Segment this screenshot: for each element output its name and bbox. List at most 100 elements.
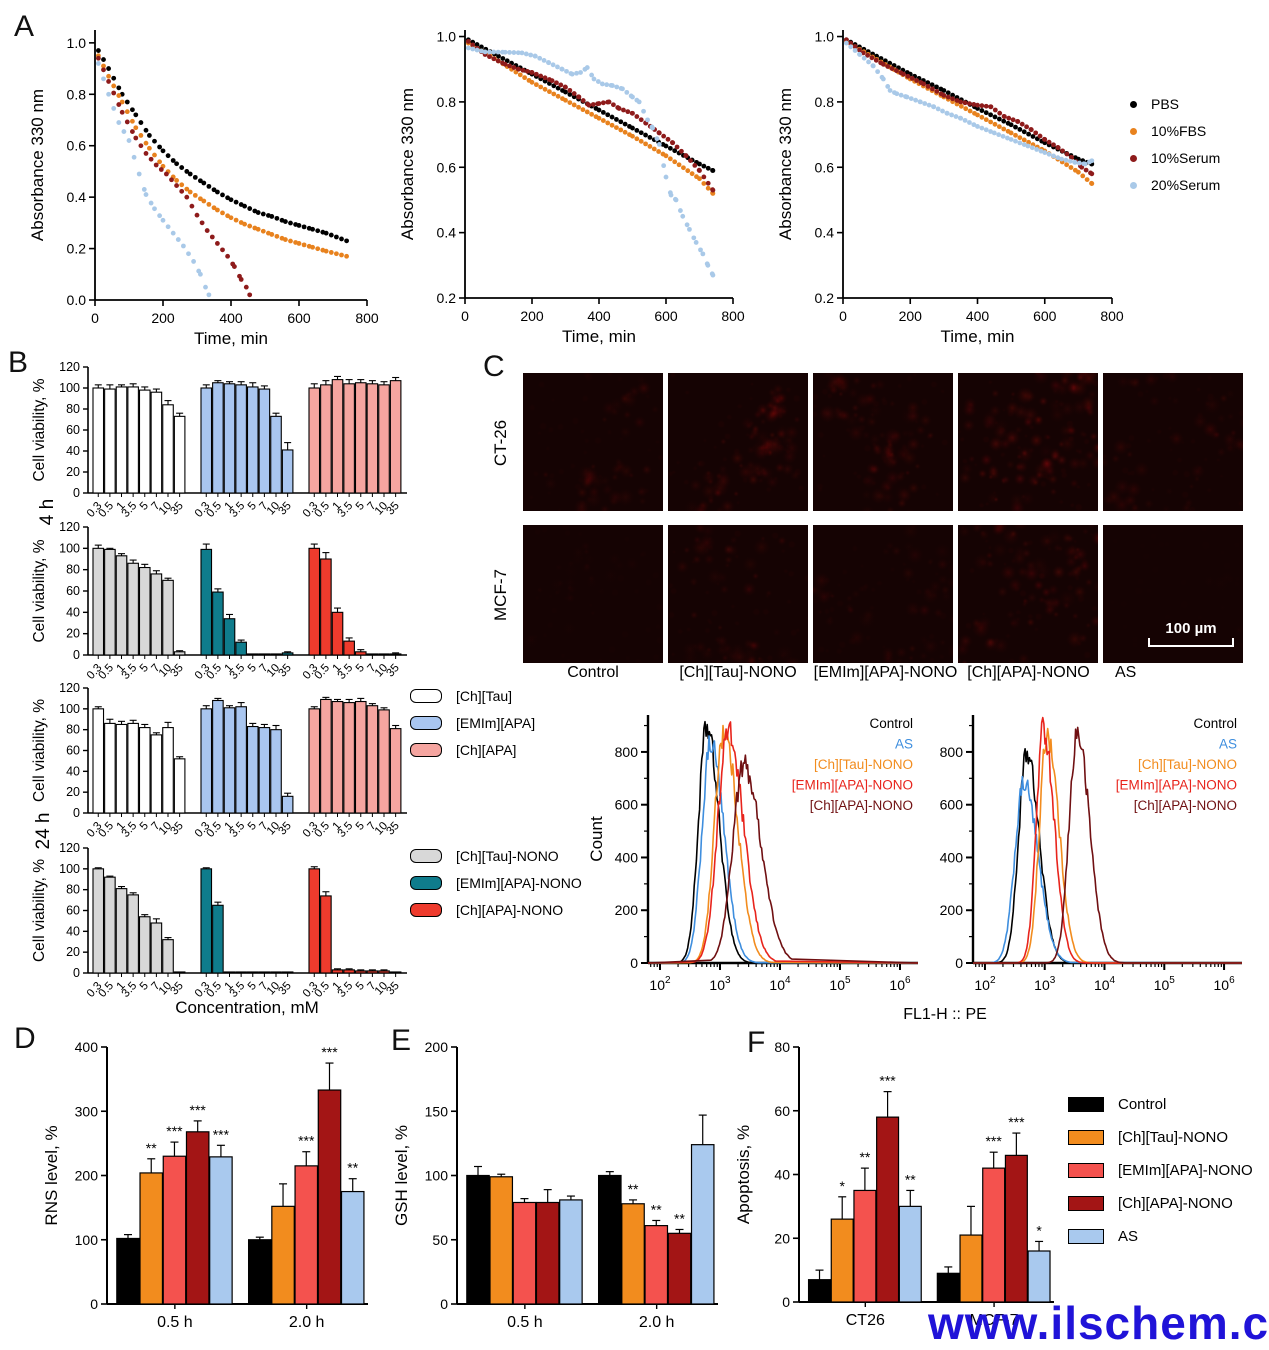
svg-text:***: *** (213, 1126, 230, 1142)
legend-label: [Ch][APA]-NONO (1118, 1195, 1233, 1212)
panel-b-label: B (8, 346, 29, 379)
svg-text:***: *** (879, 1073, 896, 1089)
svg-text:100: 100 (59, 702, 80, 716)
chart-svg: 0 200 400 600 800 102 103 104 105 106 Count Control… (588, 715, 919, 993)
svg-text:102: 102 (649, 975, 671, 993)
condition-ch-apa-nono-label: [Ch][APA]-NONO (967, 664, 1090, 681)
panel-d-label: D (14, 1022, 36, 1055)
legend-label: Control (1118, 1096, 1167, 1113)
svg-text:60: 60 (66, 744, 80, 758)
condition-as-label: AS (1115, 664, 1137, 681)
svg-text:0: 0 (73, 806, 80, 820)
svg-text:0.8: 0.8 (67, 86, 87, 102)
svg-text:60: 60 (66, 904, 80, 918)
panel-c-label: C (483, 350, 505, 383)
chart-svg: 0.2 0.4 0.6 0.8 1.0 0 200 400 600 800 Absorbance 3… (776, 29, 1124, 346)
svg-text:0: 0 (782, 1294, 790, 1310)
svg-text:104: 104 (769, 975, 791, 993)
svg-text:200: 200 (425, 1039, 449, 1055)
svg-text:Absorbance 330 nm: Absorbance 330 nm (398, 88, 417, 240)
svg-text:200: 200 (75, 1168, 99, 1184)
legend-swatch (1068, 1130, 1104, 1145)
svg-text:0.5 h: 0.5 h (157, 1314, 193, 1331)
micrograph-ct26-as (1103, 373, 1243, 511)
legend-label: [Ch][Tau]-NONO (456, 848, 559, 864)
svg-text:200: 200 (520, 308, 544, 324)
legend-label: 10%FBS (1151, 123, 1207, 139)
condition-emim-apa-nono-label: [EMIm][APA]-NONO (813, 664, 958, 681)
svg-text:50: 50 (432, 1232, 448, 1248)
svg-text:Cell viability, %: Cell viability, % (31, 699, 48, 802)
svg-text:0.8: 0.8 (815, 94, 835, 110)
svg-text:Absorbance 330 nm: Absorbance 330 nm (28, 89, 47, 241)
svg-text:Absorbance 330 nm: Absorbance 330 nm (776, 88, 795, 240)
svg-text:800: 800 (615, 744, 639, 760)
svg-text:0: 0 (73, 648, 80, 662)
svg-text:**: ** (859, 1149, 870, 1165)
svg-text:600: 600 (940, 797, 964, 813)
absorbance-plot-middle: 0.2 0.4 0.6 0.8 1.0 0 200 400 600 800 Absorbance 3… (390, 8, 770, 348)
svg-text:40: 40 (66, 444, 80, 458)
svg-text:5: 5 (354, 980, 367, 993)
svg-text:100: 100 (59, 381, 80, 395)
svg-text:**: ** (628, 1181, 639, 1197)
svg-text:40: 40 (66, 764, 80, 778)
svg-text:Control: Control (1193, 716, 1237, 731)
svg-text:1.0: 1.0 (437, 29, 457, 45)
svg-text:[Ch][Tau]-NONO: [Ch][Tau]-NONO (1138, 757, 1237, 772)
svg-text:Cell viability, %: Cell viability, % (31, 859, 48, 962)
svg-text:0: 0 (90, 1296, 98, 1312)
svg-text:0.4: 0.4 (437, 225, 457, 241)
scale-bar: 100 µm (1148, 620, 1234, 647)
svg-text:80: 80 (774, 1039, 790, 1055)
svg-text:100: 100 (75, 1232, 99, 1248)
svg-text:**: ** (674, 1210, 685, 1226)
legend-swatch (1130, 100, 1137, 108)
svg-text:0: 0 (630, 955, 638, 971)
legend-swatch (1130, 154, 1137, 162)
viability-24h-nono-chart: 0 20 40 60 80 100 120 Cell viability, % 0.3 0.5 1 3… (10, 833, 455, 1008)
svg-text:60: 60 (774, 1103, 790, 1119)
legend-swatch (410, 743, 442, 757)
svg-text:[Ch][APA]-NONO: [Ch][APA]-NONO (1134, 798, 1237, 813)
concentration-axis-label: Concentration, mM (175, 998, 319, 1017)
svg-text:800: 800 (940, 744, 964, 760)
legend-label: [Ch][APA] (456, 742, 517, 758)
svg-text:100: 100 (59, 541, 80, 555)
svg-text:1.0: 1.0 (67, 35, 87, 51)
svg-text:400: 400 (75, 1039, 99, 1055)
svg-text:600: 600 (615, 797, 639, 813)
legend-label: [Ch][APA]-NONO (456, 902, 564, 918)
svg-text:0.5: 0.5 (312, 980, 332, 1000)
svg-text:102: 102 (974, 975, 996, 993)
svg-text:120: 120 (59, 681, 80, 695)
svg-text:600: 600 (654, 308, 678, 324)
legend-item: [Ch][APA] (410, 742, 535, 758)
micrograph-mcf7-as (1103, 525, 1243, 663)
svg-text:800: 800 (721, 308, 745, 324)
absorbance-plot-right: 0.2 0.4 0.6 0.8 1.0 0 200 400 600 800 Absorbance 3… (768, 8, 1148, 348)
svg-text:105: 105 (829, 975, 851, 993)
panel-b-ils-legend: [Ch][Tau] [EMIm][APA] [Ch][APA] (410, 688, 535, 769)
scale-bar-line (1148, 638, 1234, 647)
flow-histogram-ct26: 0 200 400 600 800 102 103 104 105 106 Count Control… (588, 700, 933, 1030)
legend-swatch (1130, 181, 1137, 189)
legend-item: PBS (1130, 96, 1220, 112)
micrograph-ct26-ch-apa-nono (958, 373, 1098, 511)
svg-text:400: 400 (587, 308, 611, 324)
scale-bar-text: 100 µm (1165, 620, 1217, 637)
svg-text:80: 80 (66, 402, 80, 416)
viability-4h-ils-chart: 0 20 40 60 80 100 120 Cell viability, % 0.3 0.5 1 3… (10, 352, 455, 524)
svg-text:5: 5 (246, 820, 259, 833)
svg-text:AS: AS (1219, 737, 1237, 752)
chart-svg: 0.0 0.2 0.4 0.6 0.8 1.0 0 200 400 600 800 Absorbanc… (28, 30, 379, 348)
legend-item: [EMIm][APA]-NONO (410, 875, 582, 891)
svg-text:40: 40 (66, 605, 80, 619)
legend-swatch (1068, 1229, 1104, 1244)
svg-text:600: 600 (1033, 308, 1057, 324)
legend-label: [Ch][Tau]-NONO (1118, 1129, 1229, 1146)
svg-text:***: *** (190, 1102, 207, 1118)
svg-text:**: ** (905, 1171, 916, 1187)
svg-text:104: 104 (1094, 975, 1116, 993)
